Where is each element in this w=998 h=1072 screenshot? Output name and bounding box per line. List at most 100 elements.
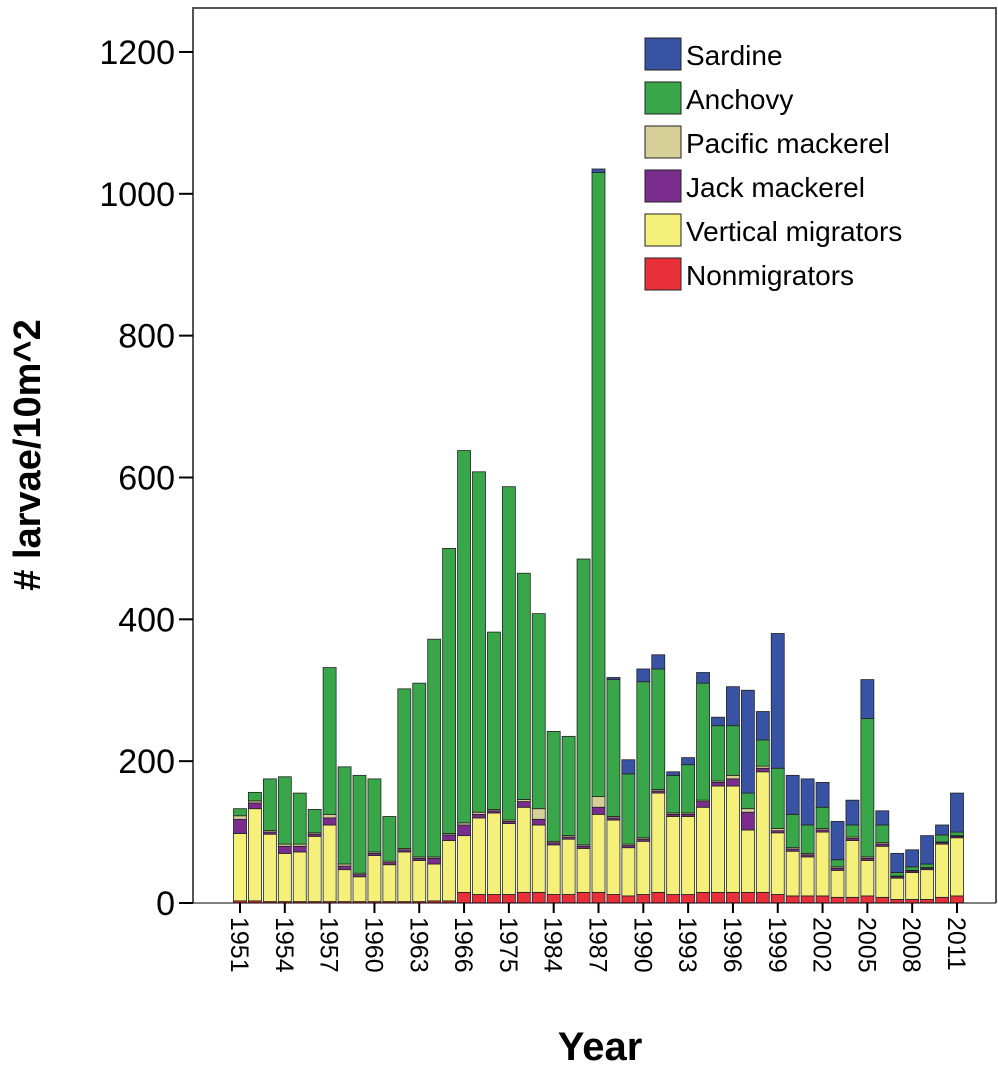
x-tick-label: 1963 — [404, 917, 432, 973]
y-tick-label: 0 — [156, 885, 175, 923]
bar-segment — [740, 689, 755, 794]
bar-segment — [726, 725, 740, 776]
bar-segment — [621, 895, 636, 904]
bar-segment — [711, 725, 725, 782]
bar-segment — [442, 840, 457, 902]
bar-segment — [233, 833, 247, 902]
bar-segment — [711, 716, 725, 727]
x-tick-label: 1996 — [718, 917, 746, 973]
bar-segment — [696, 806, 710, 893]
bar-segment — [606, 677, 621, 681]
bar-segment — [890, 852, 905, 873]
bar-segment — [770, 633, 785, 769]
bar-segment — [487, 812, 501, 895]
bar-segment — [830, 859, 845, 868]
bar-segment — [427, 863, 442, 902]
bar-segment — [397, 851, 412, 902]
bar-segment — [950, 837, 964, 897]
bar-segment — [935, 896, 949, 904]
bar-segment — [591, 806, 606, 815]
bar-segment — [770, 894, 785, 904]
legend-swatch — [644, 169, 682, 203]
bar-segment — [875, 896, 890, 904]
bar-segment — [322, 667, 337, 815]
bar-segment — [382, 816, 397, 862]
bar-segment — [875, 810, 890, 826]
legend-swatch — [644, 213, 682, 247]
legend-label: Nonmigrators — [686, 260, 854, 291]
bar-segment — [322, 824, 337, 902]
bar-segment — [307, 835, 322, 902]
bar-segment — [800, 778, 815, 826]
bar-segment — [890, 872, 905, 877]
y-axis-title: # larvae/10m^2 — [7, 319, 49, 591]
legend-swatch — [644, 81, 682, 115]
bar-segment — [726, 774, 740, 780]
bar-segment — [561, 735, 576, 837]
bar-segment — [233, 818, 247, 834]
x-tick-label: 2005 — [852, 917, 880, 973]
bar-segment — [726, 891, 740, 904]
bar-segment — [367, 855, 382, 902]
bar-segment — [382, 864, 397, 902]
bar-segment — [636, 840, 651, 895]
bar-segment — [487, 631, 501, 810]
bar-segment — [935, 843, 949, 898]
bar-segment — [531, 891, 546, 904]
bar-segment — [950, 831, 964, 837]
bar-segment — [666, 771, 681, 776]
bar-segment — [770, 767, 785, 829]
y-tick-label: 1000 — [99, 176, 175, 214]
bar-segment — [277, 845, 292, 854]
bar-segment — [442, 548, 457, 834]
bar-segment — [681, 894, 696, 904]
x-tick-label: 1987 — [584, 917, 612, 973]
legend-label: Vertical migrators — [686, 216, 902, 247]
bar-segment — [800, 856, 815, 897]
bar-segment — [815, 806, 830, 829]
bar-segment — [696, 682, 710, 801]
bar-segment — [427, 638, 442, 858]
x-tick-label: 2008 — [897, 917, 925, 973]
bar-segment — [860, 679, 875, 720]
y-tick-label: 1200 — [99, 34, 175, 72]
x-tick-label: 1954 — [270, 917, 298, 973]
bar-segment — [546, 844, 561, 895]
bar-segment — [935, 834, 949, 843]
bar-segment — [307, 808, 322, 834]
bar-segment — [546, 730, 561, 842]
bar-segment — [472, 894, 486, 904]
legend-label: Pacific mackerel — [686, 128, 890, 159]
bar-segment — [262, 778, 277, 832]
bar-segment — [397, 688, 412, 849]
bar-segment — [800, 824, 815, 854]
bar-segment — [785, 850, 800, 897]
bar-segment — [740, 891, 755, 904]
bar-segment — [457, 891, 471, 904]
x-tick-label: 1960 — [359, 917, 387, 973]
bar-segment — [815, 831, 830, 897]
bar-segment — [785, 895, 800, 904]
bar-segment — [472, 817, 486, 895]
bar-segment — [681, 816, 696, 895]
bar-segment — [292, 851, 307, 902]
x-tick-label: 1951 — [225, 917, 253, 973]
bar-segment — [905, 872, 920, 900]
bar-segment — [576, 847, 591, 893]
y-tick-label: 600 — [118, 459, 175, 497]
bar-segment — [561, 838, 576, 895]
legend-swatch — [644, 257, 682, 291]
bar-segment — [740, 811, 755, 831]
legend-label: Jack mackerel — [686, 172, 865, 203]
bar-segment — [860, 860, 875, 897]
x-tick-label: 1975 — [494, 917, 522, 973]
bar-segment — [905, 849, 920, 868]
bar-segment — [740, 808, 755, 813]
bar-segment — [830, 869, 845, 898]
bar-segment — [591, 796, 606, 808]
bar-segment — [412, 682, 427, 858]
bar-segment — [875, 845, 890, 898]
bar-segment — [501, 823, 516, 895]
bar-segment — [591, 891, 606, 904]
bar-segment — [696, 672, 710, 684]
